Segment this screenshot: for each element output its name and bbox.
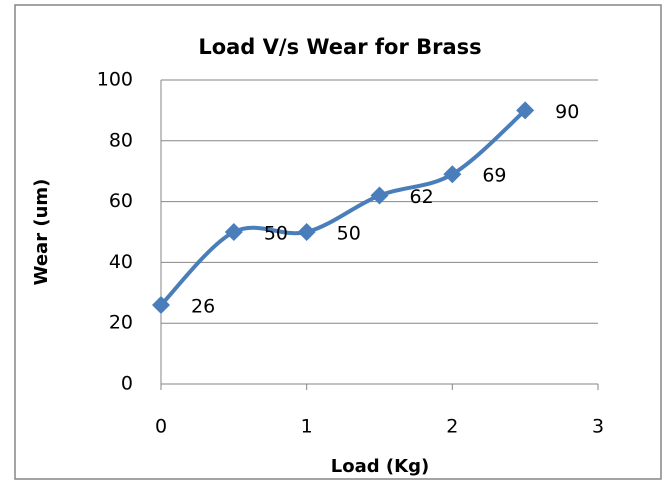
y-tick-label: 60 <box>109 190 133 212</box>
line <box>159 108 527 307</box>
data-label: 90 <box>555 101 579 123</box>
y-tick-label: 100 <box>97 69 133 91</box>
chart-title: Load V/s Wear for Brass <box>198 35 481 59</box>
marker <box>224 223 243 241</box>
y-tick-label: 80 <box>109 129 133 151</box>
marker <box>443 165 462 184</box>
marker <box>516 101 535 120</box>
chart-border <box>14 4 662 480</box>
x-axis-title: Load (Kg) <box>331 456 429 477</box>
y-tick-label: 40 <box>109 251 133 273</box>
x-tick-label: 1 <box>301 416 313 438</box>
x-tick-label: 3 <box>592 416 604 438</box>
data-label: 26 <box>191 295 215 317</box>
data-label: 50 <box>264 223 288 245</box>
x-tick-label: 0 <box>155 416 167 438</box>
y-axis-title: Wear (um) <box>31 179 52 286</box>
data-label: 62 <box>410 186 434 208</box>
data-label: 50 <box>337 223 361 245</box>
marker <box>297 223 316 241</box>
marker <box>370 186 389 205</box>
y-tick-label: 0 <box>121 373 133 395</box>
data-label: 69 <box>482 165 506 187</box>
y-tick-label: 20 <box>109 312 133 334</box>
marker <box>152 295 170 314</box>
x-tick-label: 2 <box>446 416 458 438</box>
